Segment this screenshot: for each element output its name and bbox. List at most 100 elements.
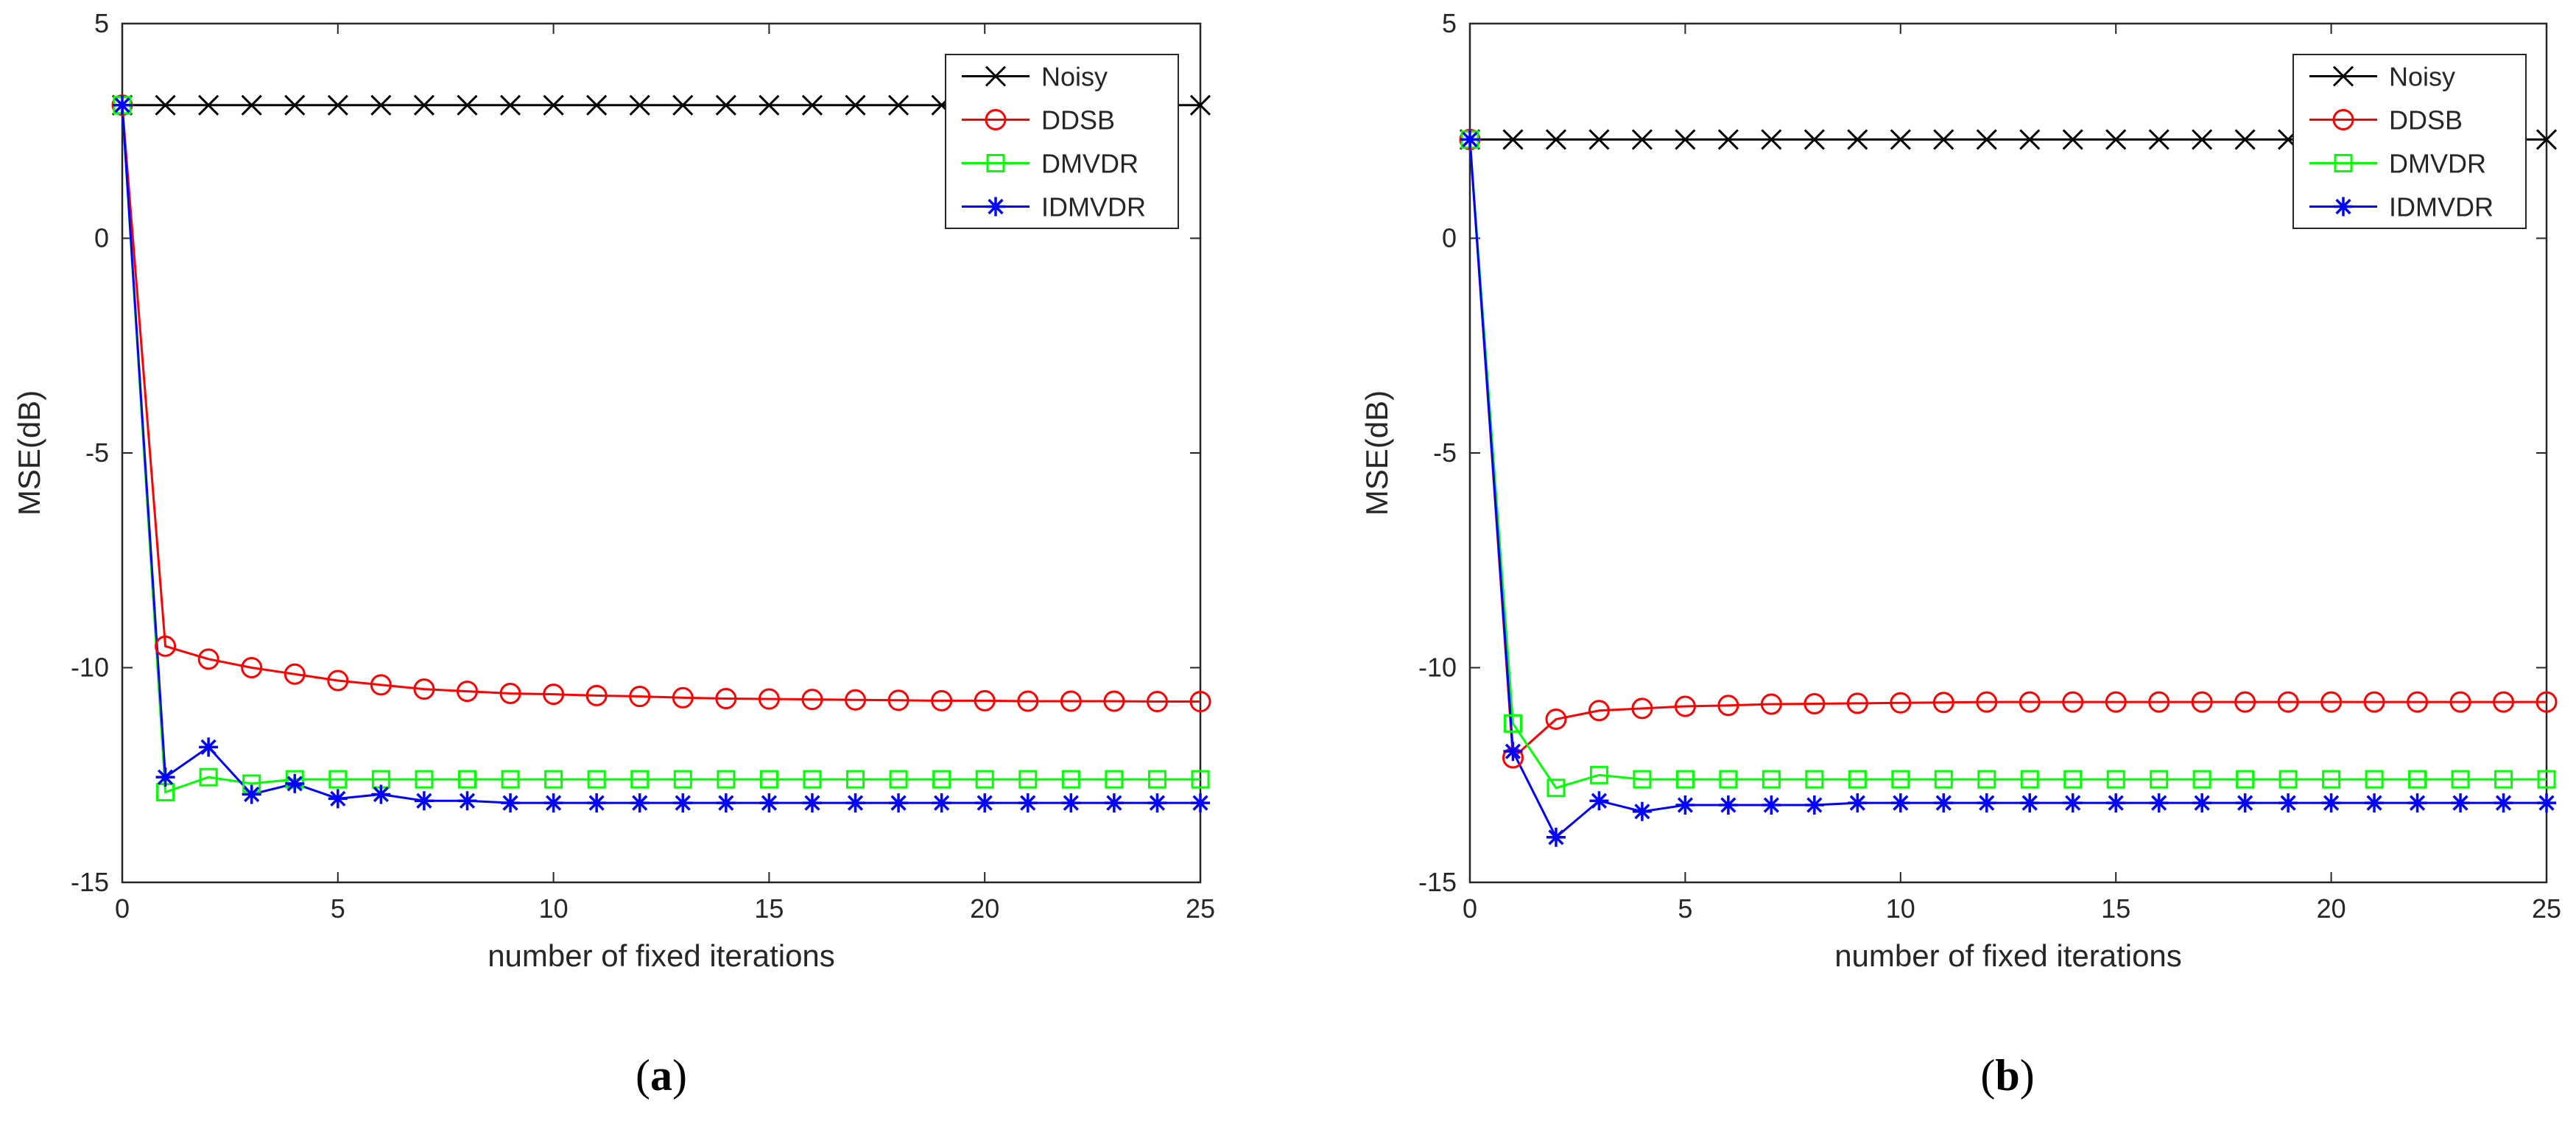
data-point-dmvdr bbox=[717, 770, 736, 789]
data-point-ddsb bbox=[1060, 690, 1082, 712]
data-point-idmvdr bbox=[371, 784, 391, 804]
data-point-idmvdr bbox=[1675, 795, 1695, 815]
data-point-noisy bbox=[241, 94, 262, 116]
legend-label: IDMVDR bbox=[2389, 192, 2494, 222]
data-point-dmvdr bbox=[1147, 770, 1166, 789]
data-point-ddsb bbox=[2277, 691, 2299, 713]
data-point-ddsb bbox=[370, 674, 392, 696]
data-point-ddsb bbox=[2105, 691, 2127, 713]
data-point-idmvdr bbox=[673, 793, 693, 813]
data-point-dmvdr bbox=[932, 770, 951, 789]
y-tick-label: 0 bbox=[1442, 223, 1457, 253]
data-point-idmvdr bbox=[414, 791, 434, 811]
data-point-idmvdr bbox=[1977, 793, 1996, 813]
data-point-ddsb bbox=[1545, 708, 1567, 730]
series-line-ddsb bbox=[121, 105, 1200, 703]
data-point-idmvdr bbox=[889, 793, 909, 813]
data-point-ddsb bbox=[543, 684, 565, 706]
data-point-ddsb bbox=[499, 682, 521, 704]
data-point-noisy bbox=[629, 94, 650, 116]
data-point-noisy bbox=[155, 94, 176, 116]
data-point-ddsb bbox=[715, 687, 737, 709]
y-tick-label: 5 bbox=[94, 8, 109, 38]
series-group bbox=[1459, 128, 2558, 847]
x-axis-label: number of fixed iterations bbox=[488, 938, 835, 973]
data-point-noisy bbox=[1631, 129, 1653, 150]
data-point-idmvdr bbox=[2235, 793, 2255, 813]
data-point-noisy bbox=[1803, 129, 1825, 150]
x-tick-label: 10 bbox=[539, 893, 569, 924]
data-point-noisy bbox=[413, 94, 434, 116]
data-point-dmvdr bbox=[1805, 770, 1824, 789]
data-point-idmvdr bbox=[802, 793, 822, 813]
data-point-dmvdr bbox=[1848, 770, 1867, 789]
data-point-dmvdr bbox=[2020, 770, 2039, 789]
data-point-idmvdr bbox=[1061, 793, 1081, 813]
data-point-ddsb bbox=[456, 681, 478, 703]
chart-panel-b: 0 5 10 15 20 25 -15 -10 -5 0 5 number of fixed iter… bbox=[1359, 8, 2561, 1100]
data-point-dmvdr bbox=[1675, 770, 1695, 789]
data-point-ddsb bbox=[585, 684, 608, 706]
y-tick-label: -15 bbox=[1418, 867, 1457, 897]
data-point-dmvdr bbox=[673, 770, 692, 789]
data-point-ddsb bbox=[2320, 691, 2343, 713]
data-point-ddsb bbox=[327, 670, 349, 692]
data-point-idmvdr bbox=[1147, 793, 1167, 813]
data-point-idmvdr bbox=[1018, 793, 1038, 813]
data-point-dmvdr bbox=[2063, 770, 2083, 789]
data-point-dmvdr bbox=[544, 770, 563, 789]
legend-marker-idmvdr bbox=[986, 197, 1005, 217]
data-point-noisy bbox=[2535, 129, 2558, 150]
x-tick-label: 25 bbox=[1186, 893, 1215, 924]
data-point-idmvdr bbox=[2063, 793, 2083, 813]
data-point-noisy bbox=[2192, 129, 2213, 150]
y-axis-label: MSE(dB) bbox=[1359, 390, 1394, 516]
data-point-dmvdr bbox=[1546, 779, 1566, 798]
data-point-dmvdr bbox=[199, 767, 218, 787]
axes-frame bbox=[121, 22, 1202, 884]
data-point-noisy bbox=[1847, 129, 1868, 150]
data-point-noisy bbox=[1976, 129, 1997, 150]
y-tick-label: -15 bbox=[71, 867, 109, 897]
legend-label: DDSB bbox=[1041, 105, 1115, 136]
data-point-noisy bbox=[2019, 129, 2041, 150]
data-point-dmvdr bbox=[1977, 770, 1996, 789]
data-point-ddsb bbox=[197, 648, 219, 670]
data-point-idmvdr bbox=[1718, 795, 1738, 815]
x-tick-label: 10 bbox=[1886, 893, 1915, 924]
data-point-idmvdr bbox=[2106, 793, 2126, 813]
y-axis-label: MSE(dB) bbox=[12, 390, 46, 516]
legend-marker-dmvdr bbox=[986, 154, 1005, 172]
data-point-dmvdr bbox=[1762, 770, 1781, 789]
x-tick-label: 25 bbox=[2532, 893, 2561, 924]
data-point-idmvdr bbox=[2278, 793, 2298, 813]
data-point-noisy bbox=[715, 94, 736, 116]
data-point-idmvdr bbox=[113, 95, 132, 115]
data-point-idmvdr bbox=[1890, 793, 1910, 813]
x-tick-label: 20 bbox=[970, 893, 999, 924]
data-point-noisy bbox=[370, 94, 392, 116]
data-point-idmvdr bbox=[2407, 793, 2427, 813]
data-point-idmvdr bbox=[2192, 793, 2212, 813]
data-point-idmvdr bbox=[199, 737, 219, 757]
data-point-ddsb bbox=[887, 689, 909, 711]
data-point-dmvdr bbox=[630, 770, 650, 789]
data-point-dmvdr bbox=[2236, 770, 2255, 789]
data-point-idmvdr bbox=[1460, 130, 1479, 150]
legend-marker-noisy bbox=[985, 66, 1007, 87]
data-point-noisy bbox=[1890, 129, 1911, 150]
data-point-noisy bbox=[198, 94, 219, 116]
data-point-ddsb bbox=[1932, 692, 1954, 714]
data-point-noisy bbox=[759, 94, 780, 116]
data-point-idmvdr bbox=[155, 767, 175, 787]
data-point-ddsb bbox=[1017, 690, 1039, 712]
data-point-idmvdr bbox=[630, 793, 650, 813]
x-tick-label: 0 bbox=[1463, 893, 1477, 924]
data-point-dmvdr bbox=[415, 770, 434, 789]
y-tick-label: -5 bbox=[85, 437, 109, 468]
data-point-dmvdr bbox=[889, 770, 908, 789]
data-point-noisy bbox=[1545, 129, 1567, 150]
data-point-noisy bbox=[2062, 129, 2083, 150]
data-point-idmvdr bbox=[328, 789, 348, 809]
data-point-ddsb bbox=[2407, 691, 2429, 713]
